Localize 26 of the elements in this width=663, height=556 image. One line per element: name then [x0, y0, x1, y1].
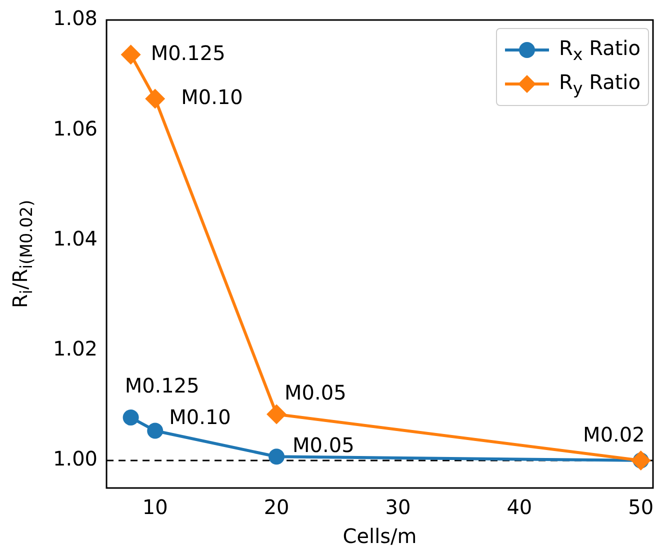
x-tick-label: 20 — [264, 495, 290, 520]
x-tick-label: 40 — [506, 495, 532, 520]
legend-label: R$_{y}$ Ratio — [559, 70, 640, 98]
point — [145, 88, 166, 109]
annotation: M0.05 — [284, 380, 346, 404]
annotation: M0.10 — [181, 84, 243, 109]
annotation: M0.10 — [169, 404, 231, 429]
point — [120, 44, 141, 65]
legend-label: R$_{x}$ Ratio — [559, 36, 640, 64]
x-axis-title: Cells/m — [342, 524, 417, 548]
y-tick-label: 1.06 — [53, 116, 98, 140]
x-tick-label: 30 — [385, 495, 411, 520]
annotation: M0.05 — [292, 432, 354, 457]
point — [268, 448, 285, 465]
x-tick-label: 50 — [628, 495, 654, 520]
point — [122, 410, 139, 426]
y-tick-label: 1.02 — [53, 336, 98, 361]
annotation: M0.02 — [583, 422, 645, 447]
annotation: M0.125 — [124, 374, 200, 398]
point — [147, 422, 164, 439]
y-tick-label: 1.04 — [53, 226, 98, 250]
y-tick-label: 1.00 — [53, 446, 98, 471]
point — [266, 404, 287, 424]
y-tick-label: 1.08 — [53, 6, 98, 30]
annotation: M0.125 — [150, 40, 226, 65]
x-tick-label: 10 — [142, 495, 168, 520]
